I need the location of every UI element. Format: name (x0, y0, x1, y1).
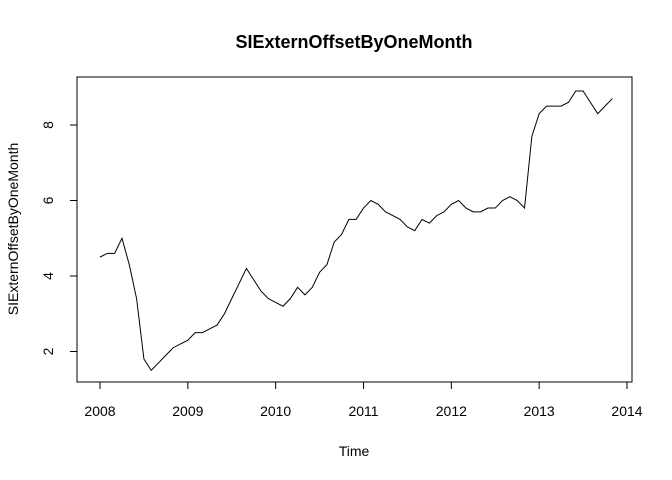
y-tick-label: 8 (40, 121, 56, 129)
plot-frame (76, 76, 633, 383)
x-tick-label: 2012 (436, 403, 467, 419)
chart-title: SIExternOffsetByOneMonth (235, 32, 472, 52)
y-axis: 2 4 6 8 (40, 121, 78, 355)
x-tick-label: 2008 (84, 403, 115, 419)
x-tick-label: 2011 (348, 403, 378, 419)
x-axis: 2008 2009 2010 2011 2012 2013 2014 (84, 381, 643, 419)
x-tick-label: 2009 (172, 403, 203, 419)
x-tick-label: 2013 (524, 403, 555, 419)
x-tick-label: 2010 (260, 403, 291, 419)
y-tick-label: 6 (40, 196, 56, 204)
x-axis-title: Time (339, 443, 370, 459)
series-line-0 (99, 90, 613, 372)
y-tick-label: 4 (40, 272, 56, 280)
y-tick-label: 2 (40, 347, 56, 355)
x-tick-label: 2014 (611, 403, 642, 419)
series-layer (99, 90, 613, 372)
y-axis-title: SIExternOffsetByOneMonth (5, 143, 21, 316)
